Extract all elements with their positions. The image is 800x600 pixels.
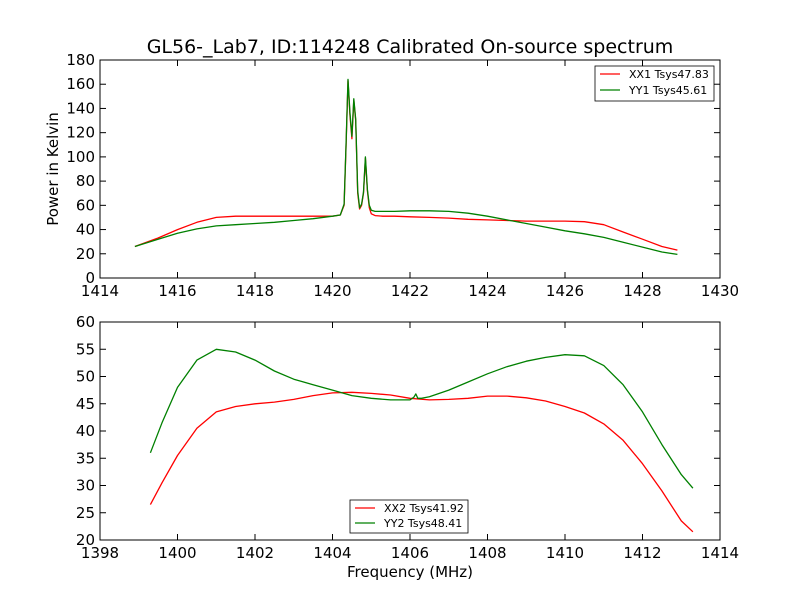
top-y-ticks: 0 20 40 60 80 100 120 140 160 180 [66, 51, 720, 287]
bottom-x-ticks: 1398 1400 1402 1404 1406 1408 1410 1412 1414 [81, 322, 739, 562]
chart-title: GL56-_Lab7, ID:114248 Calibrated On-sour… [147, 36, 674, 58]
top-x-tick-label: 1420 [313, 282, 351, 300]
bottom-y-tick-label: 55 [76, 340, 95, 358]
top-x-ticks: 1414 1416 1418 1420 1422 1424 1426 1428 1430 [81, 60, 739, 300]
top-y-tick-label: 40 [76, 221, 95, 239]
bottom-legend-label-yy2: YY2 Tsys48.41 [383, 517, 462, 530]
top-y-tick-label: 160 [66, 75, 95, 93]
top-y-tick-label: 80 [76, 172, 95, 190]
top-x-tick-label: 1416 [158, 282, 196, 300]
top-x-tick-label: 1424 [468, 282, 506, 300]
bottom-x-tick-label: 1398 [81, 544, 119, 562]
top-x-tick-label: 1422 [391, 282, 429, 300]
bottom-y-tick-label: 50 [76, 368, 95, 386]
top-y-tick-label: 100 [66, 148, 95, 166]
top-x-tick-label: 1414 [81, 282, 119, 300]
top-y-tick-label: 180 [66, 51, 95, 69]
bottom-x-tick-label: 1412 [623, 544, 661, 562]
top-y-tick-label: 140 [66, 99, 95, 117]
top-x-tick-label: 1428 [623, 282, 661, 300]
bottom-x-tick-label: 1400 [158, 544, 196, 562]
top-legend-box [594, 65, 715, 102]
bottom-x-tick-label: 1402 [236, 544, 274, 562]
top-x-tick-label: 1418 [236, 282, 274, 300]
top-legend-label-yy1: YY1 Tsys45.61 [628, 84, 707, 97]
bottom-x-tick-label: 1410 [546, 544, 584, 562]
top-plot-lines [134, 78, 678, 256]
bottom-x-tick-label: 1404 [313, 544, 351, 562]
bottom-series-line-1 [149, 348, 694, 489]
bottom-legend-label-xx2: XX2 Tsys41.92 [384, 502, 464, 515]
top-series-line-1 [134, 78, 678, 256]
bottom-legend-box [349, 499, 469, 534]
bottom-x-axis-label: Frequency (MHz) [347, 563, 473, 581]
bottom-x-tick-label: 1408 [468, 544, 506, 562]
bottom-y-tick-label: 40 [76, 422, 95, 440]
top-plot: 1414 1416 1418 1420 1422 1424 1426 1428 1430 0 20… [44, 51, 739, 300]
bottom-plot-lines [149, 348, 694, 533]
bottom-series-line-0 [149, 391, 694, 533]
bottom-y-tick-label: 30 [76, 477, 95, 495]
bottom-y-tick-label: 20 [76, 531, 95, 549]
top-x-tick-label: 1430 [701, 282, 739, 300]
bottom-x-tick-label: 1414 [701, 544, 739, 562]
top-x-tick-label: 1426 [546, 282, 584, 300]
top-y-axis-label: Power in Kelvin [44, 112, 62, 226]
bottom-plot: 1398 1400 1402 1404 1406 1408 1410 1412 1414 202… [76, 313, 739, 581]
bottom-x-tick-label: 1406 [391, 544, 429, 562]
top-legend-label-xx1: XX1 Tsys47.83 [629, 68, 709, 81]
top-legend: XX1 Tsys47.83 YY1 Tsys45.61 [594, 65, 715, 102]
bottom-y-tick-label: 60 [76, 313, 95, 331]
bottom-y-tick-label: 45 [76, 395, 95, 413]
bottom-y-tick-label: 25 [76, 504, 95, 522]
top-y-tick-label: 60 [76, 196, 95, 214]
top-y-tick-label: 0 [85, 269, 95, 287]
top-y-tick-label: 120 [66, 124, 95, 142]
bottom-y-tick-label: 35 [76, 449, 95, 467]
bottom-legend: XX2 Tsys41.92 YY2 Tsys48.41 [349, 499, 469, 534]
top-y-tick-label: 20 [76, 245, 95, 263]
bottom-y-ticks: 20 25 30 35 40 45 50 55 60 [76, 313, 720, 549]
